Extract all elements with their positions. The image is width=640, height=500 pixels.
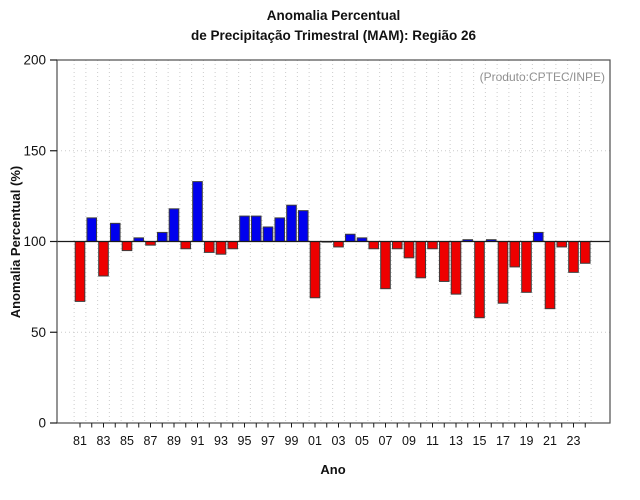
y-tick-label: 150	[23, 143, 46, 158]
chart-bar	[262, 226, 274, 242]
x-tick-label: 01	[308, 434, 322, 448]
y-tick-label: 100	[23, 234, 46, 249]
chart-title-line1: Anomalia Percentual	[266, 8, 401, 23]
x-tick-label: 15	[473, 434, 487, 448]
x-tick-label: 11	[426, 434, 439, 448]
x-tick-label: 91	[191, 434, 205, 448]
x-axis-label: Ano	[320, 462, 346, 477]
chart-bar	[509, 241, 521, 268]
chart-bar	[427, 241, 438, 250]
chart-bar	[180, 241, 192, 250]
x-tick-label: 23	[567, 434, 581, 448]
x-tick-label: 95	[238, 434, 252, 448]
chart-bar	[274, 217, 286, 242]
x-tick-label: 81	[73, 434, 87, 448]
chart-bar	[556, 241, 568, 248]
chart-bar	[579, 241, 591, 264]
x-tick-label: 03	[332, 434, 346, 448]
x-tick-label: 97	[261, 434, 275, 448]
x-tick-label: 17	[496, 434, 510, 448]
chart-bar	[403, 241, 415, 259]
chart-bar	[438, 241, 450, 282]
y-tick-label: 0	[38, 416, 46, 431]
chart-bar	[250, 215, 262, 242]
chart-bar	[568, 241, 579, 273]
chart-bar	[98, 241, 109, 277]
chart-bar	[227, 241, 239, 250]
chart-bar	[309, 241, 321, 299]
chart-bar	[474, 241, 485, 319]
chart-bar	[215, 241, 227, 255]
chart-bar	[344, 233, 356, 243]
x-tick-label: 89	[167, 434, 181, 448]
chart-bar	[74, 241, 86, 302]
y-tick-label: 50	[31, 325, 46, 340]
chart-bar	[156, 231, 168, 243]
chart-bar	[192, 181, 203, 242]
chart-bar	[380, 241, 391, 290]
x-tick-label: 93	[214, 434, 228, 448]
x-tick-label: 19	[520, 434, 534, 448]
x-tick-label: 99	[285, 434, 299, 448]
chart-bar	[450, 241, 462, 295]
x-tick-label: 13	[449, 434, 463, 448]
chart-bar	[415, 241, 427, 279]
chart-bar	[286, 204, 297, 242]
chart-bar	[168, 208, 180, 242]
chart-bar	[297, 210, 309, 243]
x-tick-label: 09	[402, 434, 416, 448]
x-tick-label: 07	[379, 434, 393, 448]
chart-bar	[544, 241, 556, 310]
chart-bar	[121, 241, 133, 252]
chart-bar	[521, 241, 532, 293]
source-annotation: (Produto:CPTEC/INPE)	[479, 70, 605, 84]
x-tick-label: 05	[355, 434, 369, 448]
chart-title: Anomalia Percentual de Precipitação Trim…	[57, 6, 610, 46]
x-tick-label: 87	[144, 434, 158, 448]
chart-bar	[497, 241, 509, 304]
chart-bar	[109, 222, 121, 243]
chart-bar	[368, 241, 380, 250]
chart-bar	[239, 215, 250, 242]
chart-bar	[203, 241, 215, 253]
chart-bar	[333, 241, 344, 248]
y-tick-label: 200	[23, 53, 46, 68]
x-tick-label: 83	[97, 434, 111, 448]
chart-bar	[391, 241, 403, 250]
x-tick-label: 21	[543, 434, 557, 448]
chart-title-line2: de Precipitação Trimestral (MAM): Região…	[190, 28, 477, 43]
chart-bar	[86, 217, 98, 242]
chart-bar	[532, 231, 544, 243]
x-tick-label: 85	[120, 434, 134, 448]
